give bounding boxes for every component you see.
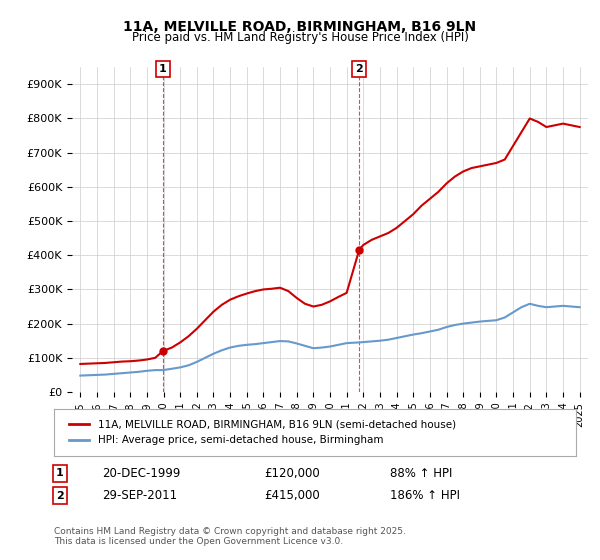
Text: 1: 1 [56,468,64,478]
Legend: 11A, MELVILLE ROAD, BIRMINGHAM, B16 9LN (semi-detached house), HPI: Average pric: 11A, MELVILLE ROAD, BIRMINGHAM, B16 9LN … [64,416,460,449]
Text: £415,000: £415,000 [264,489,320,502]
Text: 20-DEC-1999: 20-DEC-1999 [102,466,181,480]
Text: 1: 1 [159,64,167,74]
Text: 186% ↑ HPI: 186% ↑ HPI [390,489,460,502]
Text: £120,000: £120,000 [264,466,320,480]
Text: Contains HM Land Registry data © Crown copyright and database right 2025.
This d: Contains HM Land Registry data © Crown c… [54,526,406,546]
Text: Price paid vs. HM Land Registry's House Price Index (HPI): Price paid vs. HM Land Registry's House … [131,31,469,44]
Text: 29-SEP-2011: 29-SEP-2011 [102,489,177,502]
Text: 2: 2 [355,64,363,74]
Text: 2: 2 [56,491,64,501]
Text: 88% ↑ HPI: 88% ↑ HPI [390,466,452,480]
Text: 11A, MELVILLE ROAD, BIRMINGHAM, B16 9LN: 11A, MELVILLE ROAD, BIRMINGHAM, B16 9LN [124,20,476,34]
